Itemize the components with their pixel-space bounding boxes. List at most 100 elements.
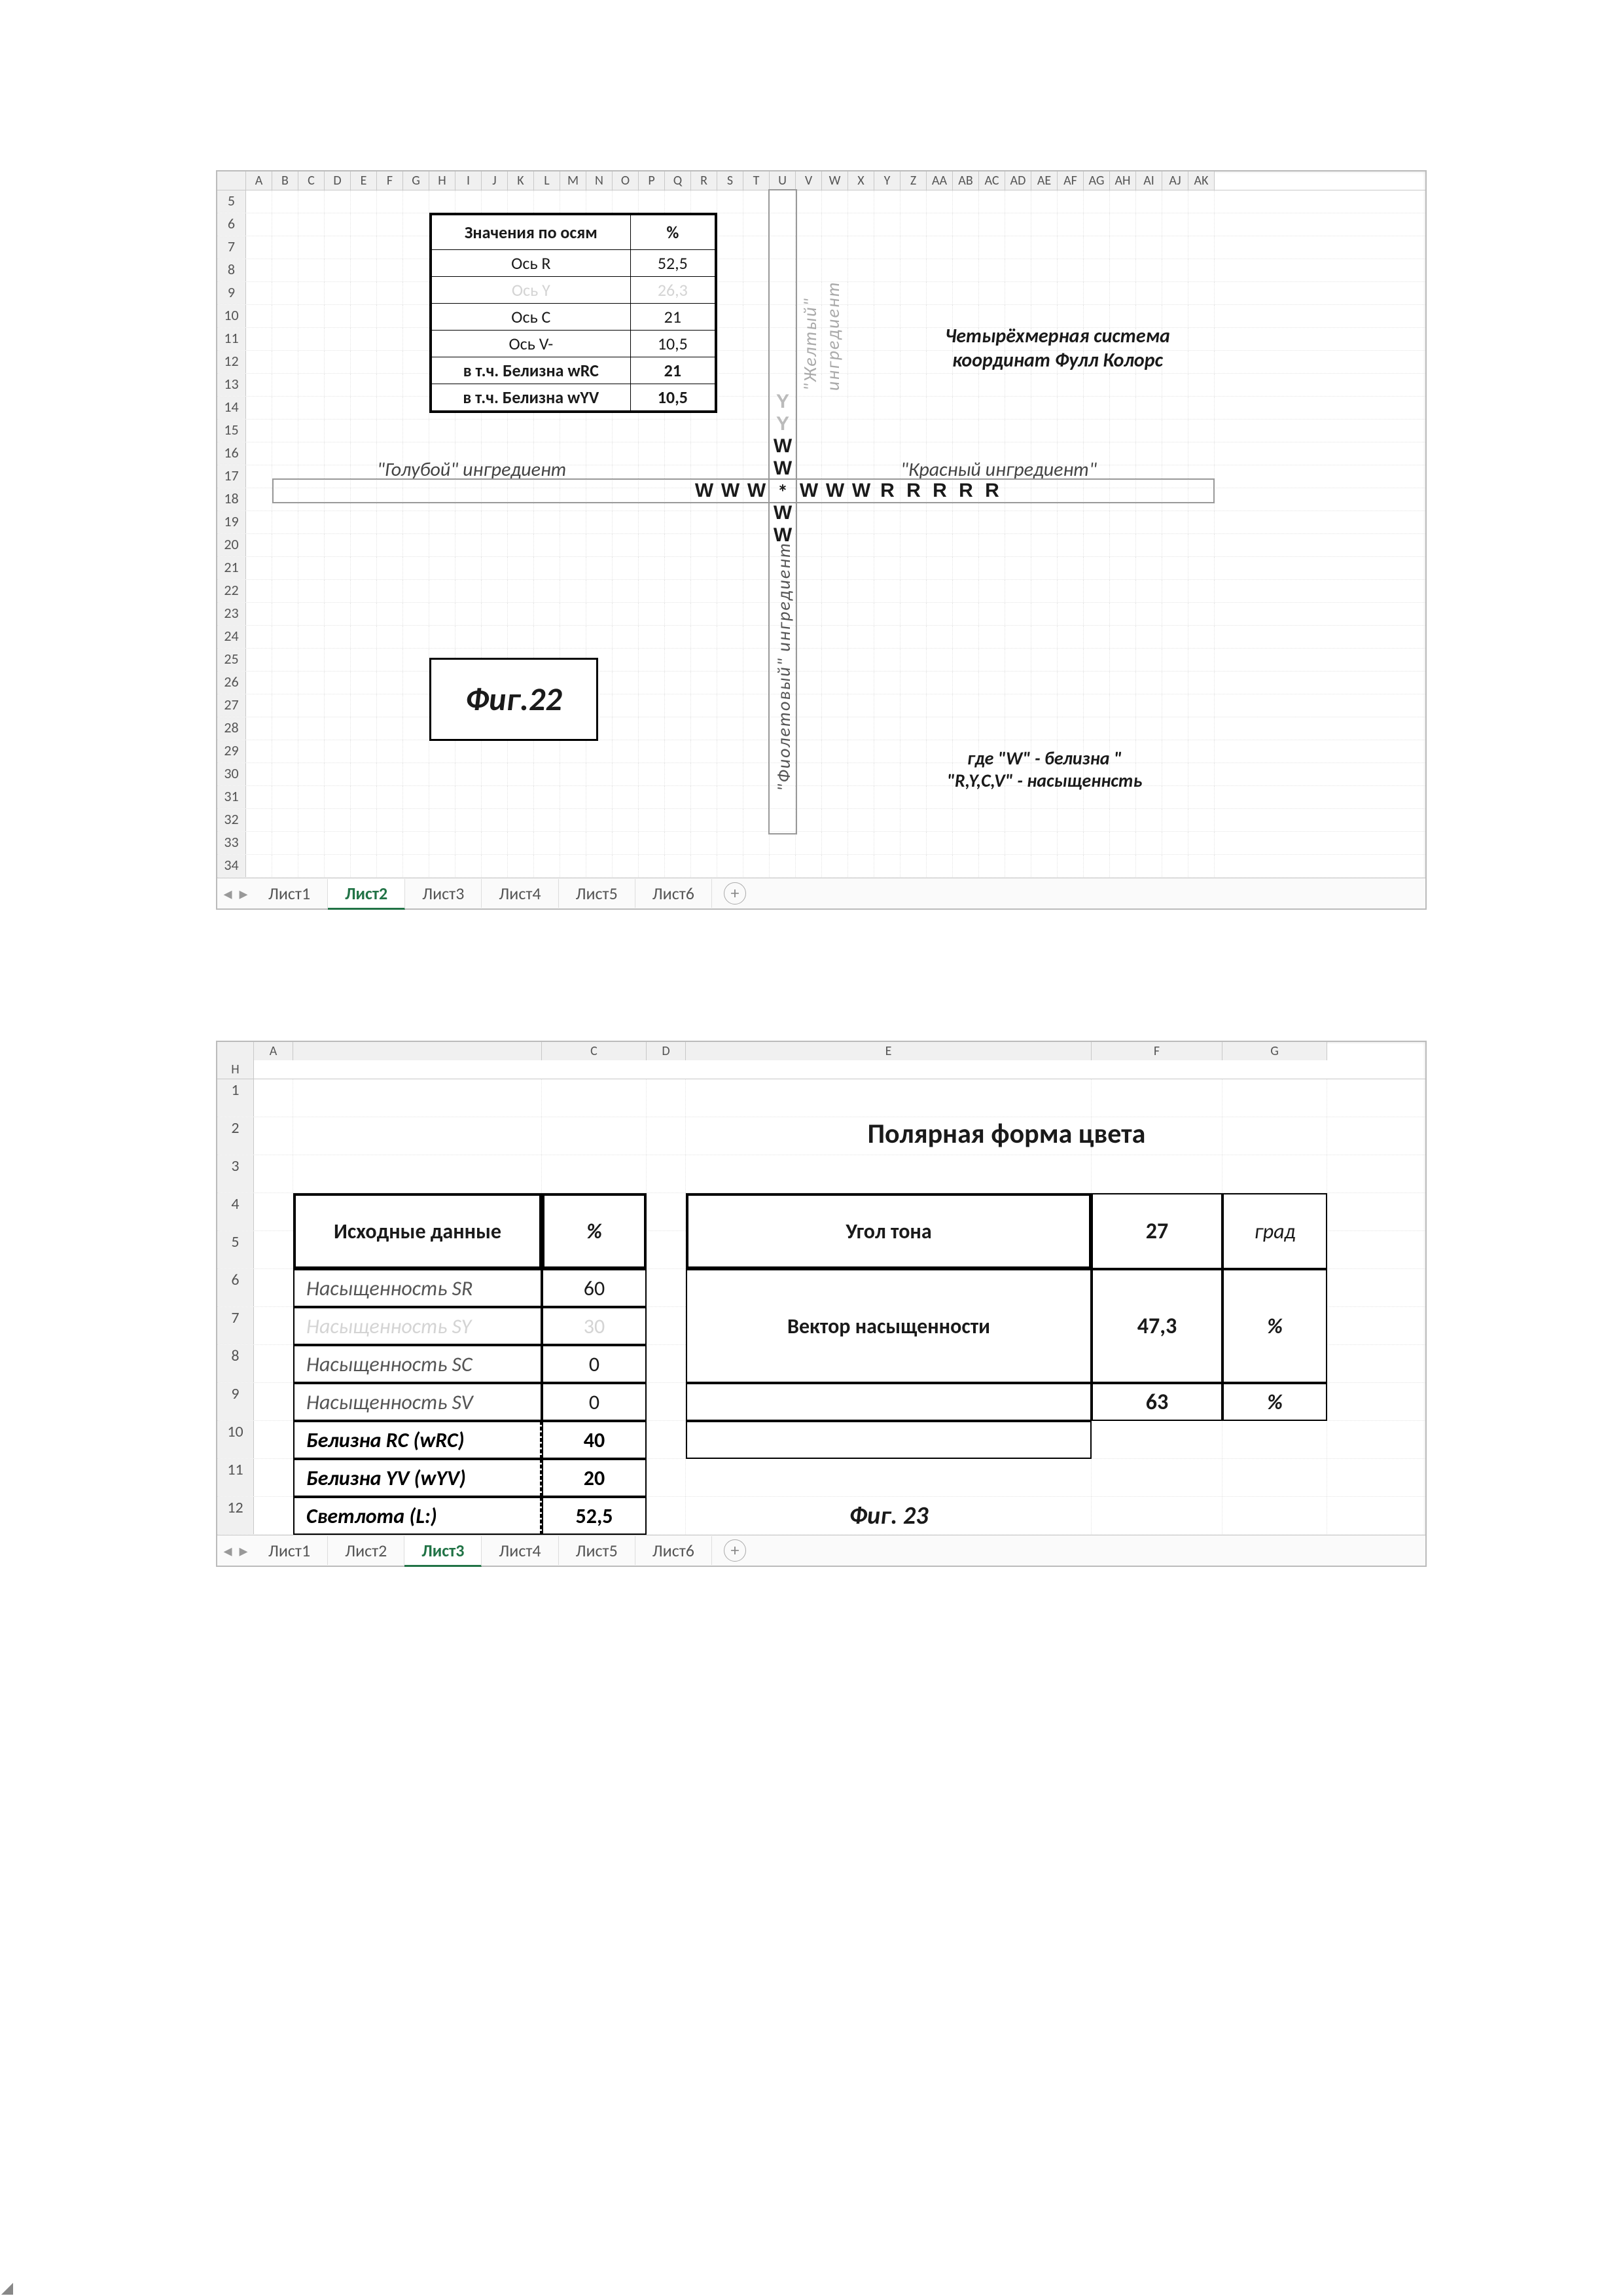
cell[interactable] (1188, 763, 1215, 785)
cell[interactable] (325, 442, 351, 465)
cell[interactable] (613, 809, 639, 831)
cell[interactable] (508, 511, 534, 533)
cell[interactable] (874, 259, 901, 281)
cell[interactable] (901, 557, 927, 579)
cell[interactable] (534, 557, 560, 579)
cell[interactable] (665, 809, 691, 831)
cell[interactable] (1031, 694, 1058, 717)
cell[interactable] (1162, 717, 1188, 740)
cell[interactable] (272, 397, 298, 419)
sheet-tab[interactable]: Лист3 (405, 879, 482, 908)
cell[interactable] (254, 1459, 293, 1496)
cell[interactable] (743, 442, 770, 465)
cell[interactable] (822, 809, 848, 831)
cell[interactable] (246, 282, 272, 304)
cell[interactable] (1136, 603, 1162, 625)
cell[interactable] (560, 832, 586, 854)
cell[interactable] (1084, 420, 1110, 442)
cell[interactable] (743, 420, 770, 442)
cell[interactable] (639, 717, 665, 740)
cell[interactable] (639, 649, 665, 671)
cell[interactable] (272, 809, 298, 831)
cell[interactable] (1031, 717, 1058, 740)
cell[interactable] (351, 603, 377, 625)
cell[interactable] (665, 740, 691, 762)
cell[interactable] (979, 190, 1005, 213)
cell[interactable] (246, 557, 272, 579)
cell[interactable] (377, 328, 403, 350)
cell[interactable] (1162, 259, 1188, 281)
cell[interactable] (1058, 374, 1084, 396)
cell[interactable] (639, 694, 665, 717)
cell[interactable] (1188, 190, 1215, 213)
cell[interactable] (560, 740, 586, 762)
cell[interactable] (717, 672, 743, 694)
cell[interactable] (717, 442, 743, 465)
cell[interactable] (691, 786, 717, 808)
cell[interactable] (455, 190, 482, 213)
cell[interactable] (901, 282, 927, 304)
cell[interactable] (1222, 1459, 1327, 1496)
cell[interactable] (639, 534, 665, 556)
row-header[interactable]: 23 (217, 603, 246, 625)
cell[interactable] (953, 420, 979, 442)
cell[interactable] (1005, 557, 1031, 579)
cell[interactable] (953, 672, 979, 694)
row-header[interactable]: 19 (217, 511, 246, 533)
column-header[interactable]: L (534, 171, 560, 190)
cell[interactable] (901, 626, 927, 648)
cell[interactable] (613, 442, 639, 465)
cell[interactable] (298, 442, 325, 465)
cell[interactable] (743, 236, 770, 259)
cell[interactable] (1136, 694, 1162, 717)
cell[interactable] (953, 580, 979, 602)
cell[interactable] (586, 557, 613, 579)
cell[interactable] (298, 763, 325, 785)
cell[interactable] (743, 259, 770, 281)
cell[interactable] (953, 626, 979, 648)
cell[interactable] (1188, 603, 1215, 625)
cell[interactable] (534, 511, 560, 533)
column-header[interactable]: J (482, 171, 508, 190)
cell[interactable] (272, 420, 298, 442)
cell[interactable] (1084, 626, 1110, 648)
cell[interactable] (1031, 855, 1058, 877)
cell[interactable] (1031, 603, 1058, 625)
cell[interactable] (901, 855, 927, 877)
cell[interactable] (351, 626, 377, 648)
cell[interactable] (1031, 397, 1058, 419)
cell[interactable] (1110, 809, 1136, 831)
cell[interactable] (647, 1193, 686, 1230)
cell[interactable] (927, 282, 953, 304)
cell[interactable] (874, 626, 901, 648)
cell[interactable] (534, 740, 560, 762)
cell[interactable] (1058, 190, 1084, 213)
cell[interactable] (586, 786, 613, 808)
cell[interactable] (953, 397, 979, 419)
cell[interactable] (874, 832, 901, 854)
cell[interactable] (1162, 420, 1188, 442)
cell[interactable] (927, 626, 953, 648)
cell[interactable] (1162, 190, 1188, 213)
cell[interactable] (647, 1079, 686, 1117)
cell[interactable] (293, 1155, 542, 1193)
cell[interactable] (560, 534, 586, 556)
cell[interactable] (560, 580, 586, 602)
cell[interactable] (325, 717, 351, 740)
cell[interactable] (822, 786, 848, 808)
cell[interactable] (429, 534, 455, 556)
cell[interactable] (953, 374, 979, 396)
cell[interactable] (1188, 236, 1215, 259)
sheet-tab[interactable]: Лист1 (251, 879, 328, 908)
cell[interactable] (429, 580, 455, 602)
cell[interactable] (298, 190, 325, 213)
cell[interactable] (560, 190, 586, 213)
cell[interactable] (717, 626, 743, 648)
cell[interactable] (953, 534, 979, 556)
cell[interactable] (665, 603, 691, 625)
cell[interactable] (403, 190, 429, 213)
cell[interactable] (272, 763, 298, 785)
cell[interactable] (717, 763, 743, 785)
cell[interactable] (1162, 511, 1188, 533)
column-header[interactable]: G (403, 171, 429, 190)
